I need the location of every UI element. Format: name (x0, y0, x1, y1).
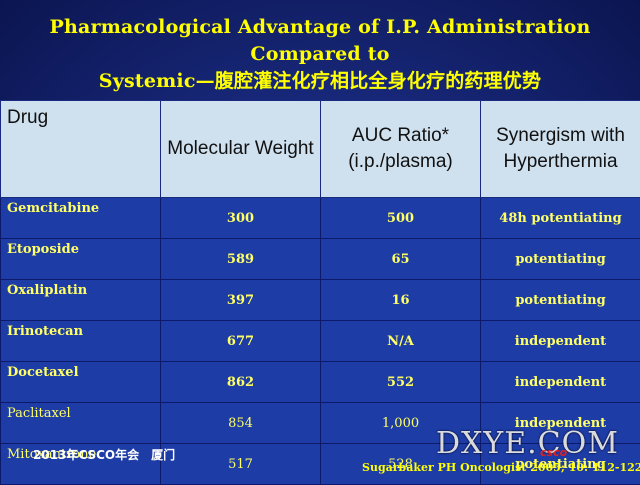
table-row: Etoposide 589 65 potentiating (1, 239, 640, 280)
csco-logo: csco (540, 446, 567, 459)
molecular-weight: 589 (161, 239, 321, 280)
synergism: potentiating (481, 239, 640, 280)
synergism: independent (481, 321, 640, 362)
molecular-weight: 854 (161, 403, 321, 444)
title-line-1: Pharmacological Advantage of I.P. Admini… (0, 14, 640, 68)
molecular-weight: 677 (161, 321, 321, 362)
drug-name: Oxaliplatin (1, 280, 161, 321)
drug-name: Etoposide (1, 239, 161, 280)
molecular-weight: 862 (161, 362, 321, 403)
table-row: Oxaliplatin 397 16 potentiating (1, 280, 640, 321)
synergism: independent (481, 362, 640, 403)
citation: Sugarbaker PH Oncologist 2005; 10: 112-1… (362, 461, 640, 474)
drug-name: Docetaxel (1, 362, 161, 403)
molecular-weight: 300 (161, 198, 321, 239)
title-line-2: Systemic—腹腔灌注化疗相比全身化疗的药理优势 (0, 68, 640, 95)
header-auc-ratio: AUC Ratio* (i.p./plasma) (321, 101, 481, 198)
header-molecular-weight: Molecular Weight (161, 101, 321, 198)
synergism: 48h potentiating (481, 198, 640, 239)
auc-ratio: 16 (321, 280, 481, 321)
table-row: Irinotecan 677 N/A independent (1, 321, 640, 362)
table-header-row: Drug Molecular Weight AUC Ratio* (i.p./p… (1, 101, 640, 198)
molecular-weight: 517 (161, 444, 321, 485)
auc-ratio: 65 (321, 239, 481, 280)
auc-ratio: 500 (321, 198, 481, 239)
table-row: Docetaxel 862 552 independent (1, 362, 640, 403)
header-synergism: Synergism with Hyperthermia (481, 101, 640, 198)
drug-name: Paclitaxel (1, 403, 161, 444)
drug-name: Irinotecan (1, 321, 161, 362)
molecular-weight: 397 (161, 280, 321, 321)
auc-ratio: 552 (321, 362, 481, 403)
watermark: DXYE.COM (436, 426, 619, 461)
table-row: Gemcitabine 300 500 48h potentiating (1, 198, 640, 239)
auc-ratio: N/A (321, 321, 481, 362)
conference-label: 2013年CSCO年会 厦门 (33, 446, 175, 463)
header-drug: Drug (1, 101, 161, 198)
synergism: potentiating (481, 280, 640, 321)
slide-title: Pharmacological Advantage of I.P. Admini… (0, 14, 640, 95)
drug-name: Gemcitabine (1, 198, 161, 239)
